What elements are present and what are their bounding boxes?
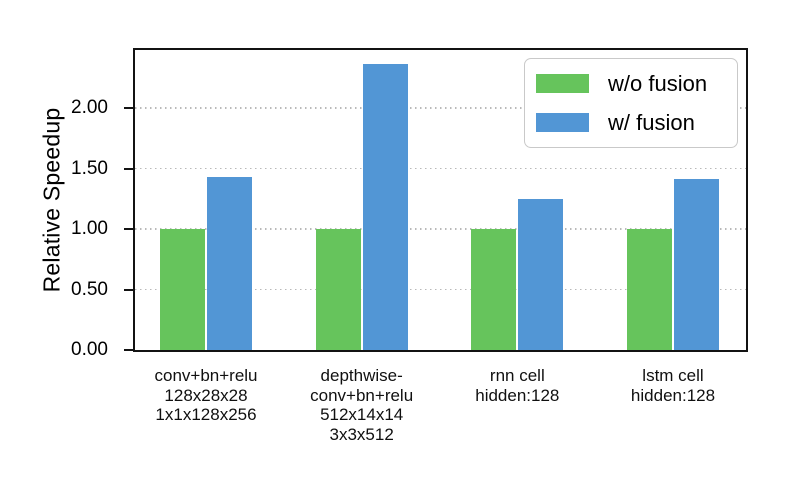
x-tick-label-line: 3x3x512 [329, 424, 394, 444]
gridline [135, 107, 746, 109]
bar-wo-fusion-2 [471, 229, 517, 350]
y-tick-label: 1.50 [71, 157, 108, 179]
gridline [135, 228, 746, 230]
x-tick-label-3: lstm cell hidden:128 [593, 366, 753, 405]
y-axis-title: Relative Speedup [38, 107, 65, 293]
x-tick-label-1: depthwise-conv+bn+relu 512x14x14 3x3x512 [282, 366, 442, 444]
x-tick-label-line: 1x1x128x256 [155, 405, 257, 424]
y-tick-mark [124, 228, 133, 230]
y-tick-label: 2.00 [71, 97, 108, 118]
y-tick-label: 1.00 [71, 218, 108, 239]
x-tick-label-line: 512x14x14 [320, 405, 404, 424]
legend-item-w-fusion: w/ fusion [536, 108, 737, 138]
bar-w-fusion-0 [207, 176, 252, 350]
y-tick-label: 0.50 [71, 278, 108, 300]
x-tick-label-line: conv+bn+relu [154, 366, 258, 385]
x-tick-label-line: hidden:128 [475, 385, 560, 405]
legend-swatch-w-fusion [536, 113, 589, 132]
x-tick-label-line: depthwise- [320, 366, 403, 385]
legend-label-wo-fusion: w/o fusion [608, 70, 708, 96]
x-tick-label-line: lstm cell [642, 366, 704, 385]
x-tick-label-0: conv+bn+relu 128x28x28 1x1x128x256 [126, 366, 286, 425]
y-tick-mark [124, 349, 133, 351]
legend-item-wo-fusion: w/o fusion [536, 69, 737, 99]
y-tick-label: 0.00 [71, 339, 108, 360]
legend-label-w-fusion: w/ fusion [608, 109, 695, 135]
bar-w-fusion-2 [518, 198, 564, 350]
x-tick-label-line: hidden:128 [630, 385, 716, 405]
bar-w-fusion-3 [674, 179, 719, 350]
x-tick-label-line: rnn cell [489, 366, 545, 385]
gridline [135, 167, 746, 170]
legend: w/o fusion w/ fusion [524, 58, 738, 148]
legend-swatch-wo-fusion [536, 74, 589, 93]
bar-w-fusion-1 [362, 64, 408, 350]
x-tick-label-line: 128x28x28 [164, 385, 248, 405]
bar-wo-fusion-0 [160, 229, 205, 350]
x-tick-label-2: rnn cell hidden:128 [437, 366, 597, 405]
x-tick-label-line: conv+bn+relu [310, 385, 414, 405]
y-tick-mark [124, 107, 133, 109]
bar-wo-fusion-1 [315, 229, 361, 350]
gridline [135, 288, 746, 291]
y-tick-mark [124, 167, 133, 170]
bar-wo-fusion-3 [627, 229, 672, 350]
y-tick-mark [124, 288, 133, 291]
